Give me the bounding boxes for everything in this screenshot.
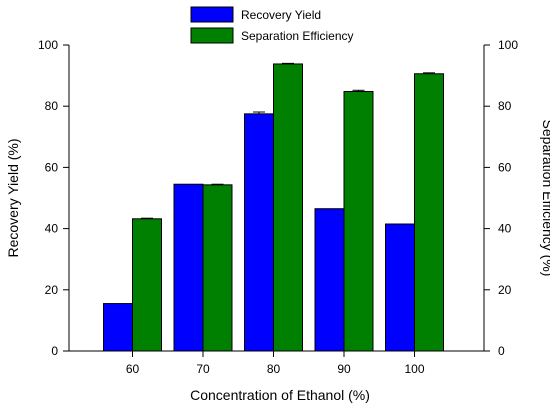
bar-separation-efficiency-80 xyxy=(273,63,303,352)
legend-label-recovery-yield: Recovery Yield xyxy=(241,8,321,22)
error-bars-layer xyxy=(141,62,435,219)
legend-label-separation-efficiency: Separation Efficiency xyxy=(241,29,354,43)
ticks-layer: 0 20 40 60 80 100 0 20 40 60 80 100 60 70 80 90 100 xyxy=(38,38,518,376)
bar-recovery-yield-80 xyxy=(244,113,274,352)
bar-separation-efficiency-70 xyxy=(202,184,233,352)
x-tick-label: 80 xyxy=(267,362,281,376)
right-y-tick-label: 60 xyxy=(498,160,512,174)
x-tick-label: 70 xyxy=(196,362,210,376)
x-tick-label: 60 xyxy=(126,362,140,376)
bar-recovery-yield-100 xyxy=(385,223,415,352)
bar-recovery-yield-90 xyxy=(314,208,345,352)
x-tick-label: 90 xyxy=(337,362,351,376)
bar-recovery-yield-70 xyxy=(173,183,204,352)
left-y-tick-label: 100 xyxy=(38,38,58,52)
bar-recovery-yield-60 xyxy=(103,303,133,352)
bar-separation-efficiency-90 xyxy=(343,91,374,352)
left-y-tick-label: 60 xyxy=(45,160,59,174)
y2-axis-title: Separation Efficiency (%) xyxy=(540,120,550,277)
bar-separation-efficiency-60 xyxy=(132,218,162,352)
right-y-tick-label: 80 xyxy=(498,99,512,113)
legend-swatch-recovery-yield xyxy=(190,6,234,23)
bars-layer xyxy=(103,63,444,352)
left-y-tick-label: 20 xyxy=(45,283,59,297)
y-axis-title: Recovery Yield (%) xyxy=(5,138,21,257)
right-y-tick-label: 40 xyxy=(498,222,512,236)
legend-swatch-separation-efficiency xyxy=(190,27,234,44)
x-axis-title: Concentration of Ethanol (%) xyxy=(190,387,370,403)
legend: Recovery Yield Separation Efficiency xyxy=(190,6,354,44)
right-y-tick-label: 100 xyxy=(498,38,518,52)
x-tick-label: 100 xyxy=(404,362,424,376)
left-y-tick-label: 40 xyxy=(45,222,59,236)
left-y-tick-label: 0 xyxy=(51,344,58,358)
right-y-tick-label: 0 xyxy=(498,344,505,358)
bar-separation-efficiency-100 xyxy=(414,73,444,352)
right-y-tick-label: 20 xyxy=(498,283,512,297)
left-y-tick-label: 80 xyxy=(45,99,59,113)
